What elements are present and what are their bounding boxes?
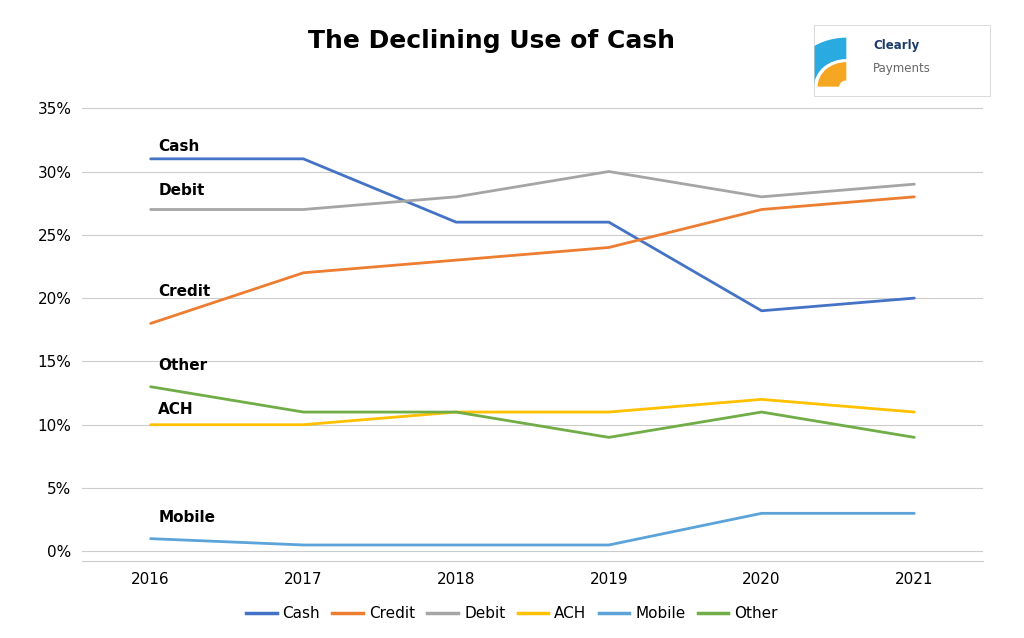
Text: Cash: Cash bbox=[159, 138, 200, 154]
Text: Payments: Payments bbox=[873, 62, 931, 75]
Text: Debit: Debit bbox=[159, 183, 205, 198]
Text: Other: Other bbox=[159, 358, 208, 373]
Text: Credit: Credit bbox=[159, 285, 211, 299]
Legend: Cash, Credit, Debit, ACH, Mobile, Other: Cash, Credit, Debit, ACH, Mobile, Other bbox=[240, 600, 784, 627]
Text: Clearly: Clearly bbox=[873, 39, 920, 52]
Wedge shape bbox=[790, 38, 846, 87]
Wedge shape bbox=[817, 62, 846, 87]
Text: The Declining Use of Cash: The Declining Use of Cash bbox=[308, 29, 675, 53]
Text: Mobile: Mobile bbox=[159, 510, 215, 524]
Text: ACH: ACH bbox=[159, 402, 194, 417]
